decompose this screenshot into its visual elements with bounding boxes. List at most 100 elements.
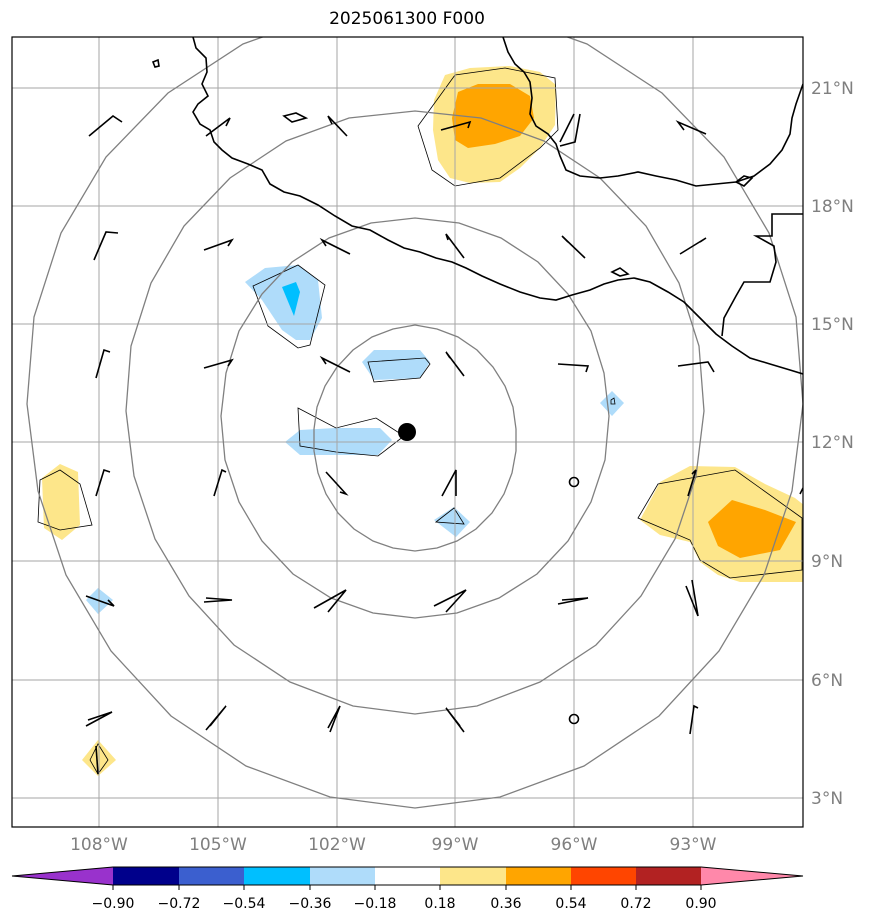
wind-barb: [561, 235, 586, 259]
storm-center-marker: [398, 423, 416, 441]
colorbar-segment: [506, 867, 571, 885]
wind-barb: [557, 363, 590, 373]
colorbar-segment: [375, 867, 440, 885]
coast-detail-c: [610, 267, 630, 277]
colorbar-tick-labels: −0.90 −0.72 −0.54 −0.36 −0.18 0.18 0.36 …: [92, 896, 717, 912]
colorbar-label: 0.72: [620, 896, 651, 912]
coast-detail-a: [559, 113, 581, 147]
colorbar-segment: [440, 867, 506, 885]
wind-barb: [687, 469, 697, 497]
contour-north: [417, 67, 559, 187]
colorbar-segment: [244, 867, 310, 885]
colorbar-label: −0.18: [354, 896, 397, 912]
lat-label-15n: 15°N: [811, 315, 854, 335]
lat-label-6n: 6°N: [811, 671, 843, 691]
colorbar-label: 0.36: [490, 896, 521, 912]
wind-barb: [327, 705, 341, 733]
map-frame: [11, 36, 804, 828]
lon-label-99w: 99°W: [432, 835, 479, 855]
wind-barb: [95, 348, 111, 379]
wind-barb: [205, 705, 227, 731]
colorbar-extend-low: [12, 867, 113, 885]
negative-area-center-north: [362, 350, 430, 380]
range-ring-4: [26, 37, 803, 809]
wind-barb: [319, 237, 351, 255]
map-title: 2025061300 F000: [329, 9, 485, 29]
lon-label-93w: 93°W: [670, 835, 717, 855]
contour-south: [434, 507, 465, 525]
wind-barb: [677, 361, 715, 373]
calm-wind-marker: [568, 476, 580, 488]
gulf-coastline: [502, 37, 803, 187]
wind-barb: [313, 589, 347, 613]
shaded-fields: [42, 66, 803, 776]
yucatan-coastline: [721, 213, 803, 337]
wind-barb: [557, 597, 589, 605]
colorbar-label: −0.90: [92, 896, 135, 912]
map-area: [12, 37, 803, 827]
wind-barbs: [85, 113, 803, 775]
range-rings: [26, 37, 803, 809]
contour-northwest: [252, 264, 326, 349]
wind-barb: [88, 115, 123, 137]
wind-barb: [445, 707, 465, 733]
colorbar-label: −0.72: [158, 896, 201, 912]
contour-center-north: [367, 357, 431, 383]
lat-label-12n: 12°N: [811, 433, 854, 453]
island-2: [282, 112, 309, 123]
lon-label-108w: 108°W: [70, 835, 128, 855]
contour-center: [297, 407, 405, 457]
wind-barb: [445, 351, 465, 377]
lat-label-9n: 9°N: [811, 552, 843, 572]
colorbar-label: 0.18: [424, 896, 455, 912]
wind-barb: [85, 595, 115, 607]
coastlines: [151, 37, 803, 375]
coast-detail-b: [734, 175, 754, 187]
colorbar-segment: [179, 867, 244, 885]
wind-barb: [203, 597, 233, 603]
colorbar-segment: [310, 867, 375, 885]
contour-east-small: [610, 397, 616, 405]
colorbar-label: −0.54: [223, 896, 266, 912]
colorbar-label: −0.36: [289, 896, 332, 912]
colorbar-extend-high: [701, 867, 803, 885]
lat-label-18n: 18°N: [811, 197, 854, 217]
colorbar-segment: [113, 867, 179, 885]
wind-barb: [203, 238, 235, 251]
negative-area-south: [434, 507, 470, 537]
range-ring-3: [125, 110, 705, 715]
colorbar-segment: [571, 867, 636, 885]
calm-wind-marker: [568, 713, 580, 725]
wind-barb: [85, 711, 113, 727]
wind-barb: [93, 231, 119, 261]
colorbar-label: 0.90: [685, 896, 716, 912]
wind-barb: [675, 120, 707, 135]
colorbar-ticks: [112, 885, 702, 890]
strong-negative-area-northwest: [282, 282, 300, 316]
wind-barb: [433, 589, 467, 613]
lat-label-3n: 3°N: [811, 789, 843, 809]
wind-barb: [327, 115, 348, 137]
wind-barb: [325, 471, 349, 496]
pacific-coastline: [192, 37, 803, 375]
colorbar-label: 0.54: [555, 896, 586, 912]
contour-lines: [37, 67, 803, 775]
wind-barb: [95, 745, 99, 775]
lon-label-105w: 105°W: [189, 835, 247, 855]
positive-area-west: [42, 464, 80, 540]
wind-barb: [205, 117, 231, 137]
wind-barb: [441, 469, 457, 497]
contour-west: [37, 469, 93, 531]
range-ring-1: [313, 324, 517, 552]
wind-barb: [95, 468, 111, 497]
longitude-labels: 108°W 105°W 102°W 99°W 96°W 93°W: [70, 835, 717, 855]
island: [151, 58, 160, 68]
wind-barb: [213, 468, 227, 497]
colorbar: −0.90 −0.72 −0.54 −0.36 −0.18 0.18 0.36 …: [11, 866, 804, 912]
wind-barb: [319, 355, 351, 373]
lon-label-96w: 96°W: [551, 835, 598, 855]
gridlines: [12, 37, 803, 827]
lon-label-102w: 102°W: [308, 835, 366, 855]
wind-barb: [203, 358, 234, 369]
